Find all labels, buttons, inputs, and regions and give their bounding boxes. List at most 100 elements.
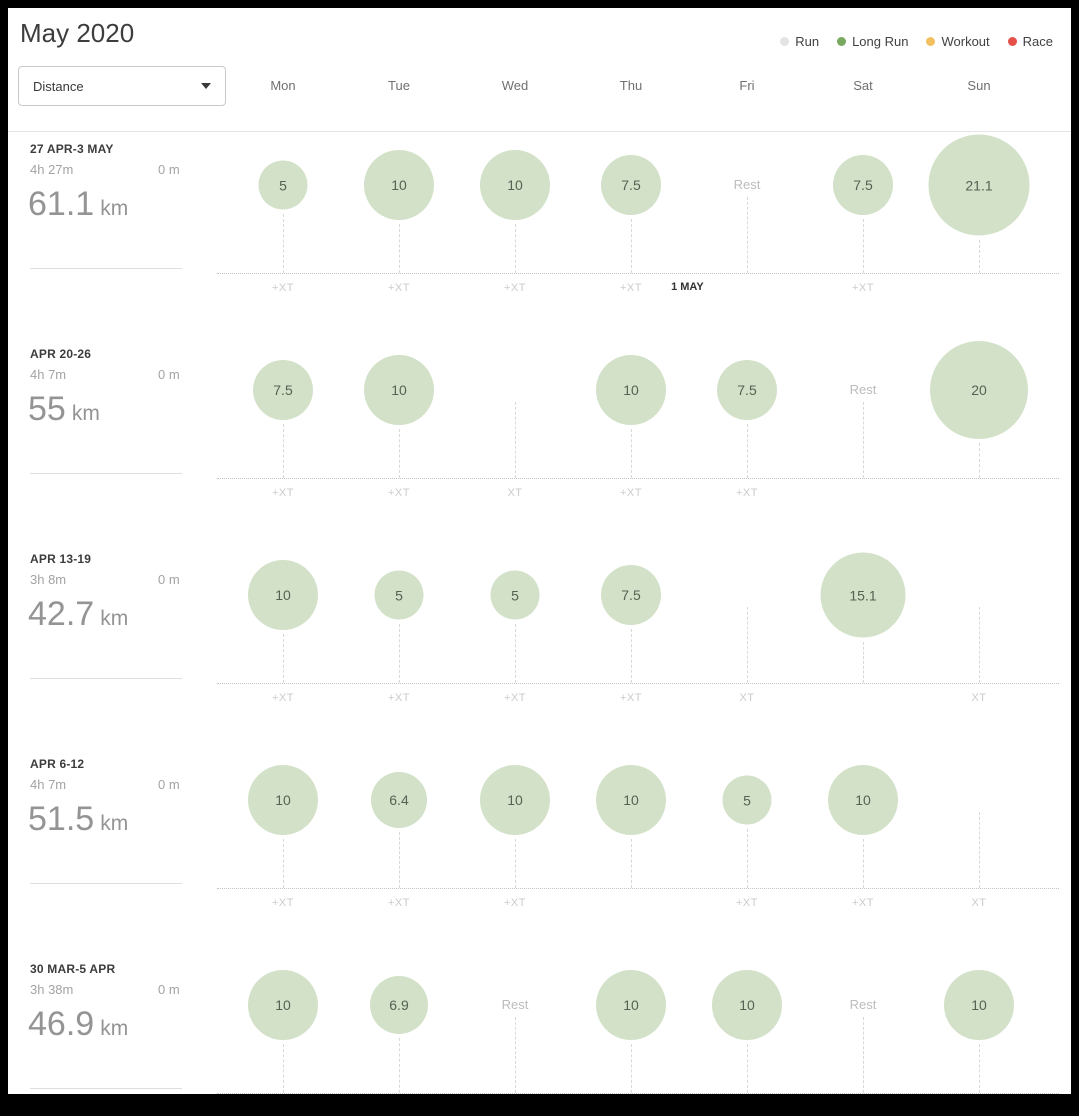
cross-training-label: +XT bbox=[272, 692, 294, 704]
activity-circle[interactable]: 10 bbox=[596, 355, 666, 425]
day-cell: 10 +XT bbox=[573, 338, 689, 543]
activity-circle[interactable]: 7.5 bbox=[253, 360, 313, 420]
day-drop-line bbox=[399, 429, 400, 478]
activity-distance: 10 bbox=[275, 792, 291, 808]
day-cell: Rest 1 MAY bbox=[671, 133, 805, 338]
activity-circle[interactable]: 15.1 bbox=[820, 552, 906, 638]
week-distance-unit: km bbox=[100, 197, 129, 220]
activity-circle[interactable]: 10 bbox=[828, 765, 898, 835]
day-drop-line bbox=[863, 641, 864, 683]
activity-distance: 10 bbox=[507, 177, 523, 193]
day-cell: 10 +XT bbox=[341, 338, 457, 543]
cross-training-label: +XT bbox=[504, 282, 526, 294]
day-drop-line bbox=[515, 1017, 516, 1093]
activity-circle[interactable]: 7.5 bbox=[833, 155, 893, 215]
week-distance-value: 55 bbox=[28, 390, 66, 428]
activity-distance: 10 bbox=[855, 792, 871, 808]
activity-circle[interactable]: 10 bbox=[248, 765, 318, 835]
day-drop-line bbox=[631, 839, 632, 888]
day-drop-line bbox=[747, 828, 748, 888]
legend: Run Long Run Workout Race bbox=[780, 34, 1053, 49]
week-duration: 4h 27m bbox=[30, 162, 74, 177]
day-cell: 10 bbox=[921, 953, 1037, 1094]
day-drop-line bbox=[283, 839, 284, 888]
cross-training-label: XT bbox=[739, 692, 755, 704]
legend-dot-icon bbox=[1007, 37, 1017, 46]
activity-circle[interactable]: 10 bbox=[364, 355, 434, 425]
activity-circle[interactable]: 6.9 bbox=[370, 976, 428, 1034]
activity-circle[interactable]: 5 bbox=[722, 775, 772, 825]
day-drop-line bbox=[747, 1044, 748, 1093]
activity-circle[interactable]: 7.5 bbox=[717, 360, 777, 420]
activity-circle[interactable]: 10 bbox=[480, 150, 550, 220]
day-drop-line bbox=[747, 197, 748, 273]
distance-filter-dropdown[interactable]: Distance bbox=[18, 66, 226, 106]
day-drop-line bbox=[515, 224, 516, 273]
legend-item-run: Run bbox=[780, 34, 819, 49]
day-drop-line bbox=[747, 607, 748, 683]
day-drop-line bbox=[863, 1017, 864, 1093]
activity-circle[interactable]: 10 bbox=[944, 970, 1014, 1040]
activity-circle[interactable]: 10 bbox=[596, 765, 666, 835]
day-cell: 5 +XT bbox=[457, 543, 573, 748]
week-elevation: 0 m bbox=[158, 367, 180, 382]
week-days-area: 10 +XT 6.4 +XT 10 +XT 10 5 +XT 10 +XT XT bbox=[217, 748, 1059, 953]
cross-training-label: XT bbox=[971, 692, 987, 704]
day-drop-line bbox=[631, 1044, 632, 1093]
day-cell: 15.1 bbox=[805, 543, 921, 748]
activity-distance: 6.9 bbox=[389, 997, 409, 1013]
week-baseline bbox=[217, 888, 1059, 889]
activity-circle[interactable]: 20 bbox=[930, 341, 1028, 439]
activity-circle[interactable]: 7.5 bbox=[601, 155, 661, 215]
activity-circle[interactable]: 10 bbox=[596, 970, 666, 1040]
week-summary-divider bbox=[30, 1088, 182, 1089]
activity-circle[interactable]: 21.1 bbox=[928, 134, 1030, 236]
cross-training-label: +XT bbox=[852, 897, 874, 909]
activity-circle[interactable]: 10 bbox=[248, 560, 318, 630]
activity-distance: 10 bbox=[391, 177, 407, 193]
activity-circle[interactable]: 10 bbox=[712, 970, 782, 1040]
day-header-thu: Thu bbox=[619, 78, 643, 93]
week-date-range: 27 APR-3 MAY bbox=[30, 142, 114, 156]
day-cell: 7.5 +XT bbox=[805, 133, 921, 338]
activity-circle[interactable]: 10 bbox=[480, 765, 550, 835]
day-drop-line bbox=[515, 623, 516, 683]
day-drop-line bbox=[979, 1044, 980, 1093]
week-summary: APR 13-19 3h 8m 0 m 42.7 km bbox=[18, 543, 223, 748]
day-drop-line bbox=[863, 839, 864, 888]
week-duration: 4h 7m bbox=[30, 777, 67, 792]
day-drop-line bbox=[979, 607, 980, 683]
cross-training-label: +XT bbox=[388, 282, 410, 294]
activity-circle[interactable]: 10 bbox=[364, 150, 434, 220]
activity-distance: 7.5 bbox=[621, 587, 641, 603]
activity-circle[interactable]: 10 bbox=[248, 970, 318, 1040]
cross-training-label: +XT bbox=[504, 897, 526, 909]
activity-circle[interactable]: 5 bbox=[374, 570, 424, 620]
activity-circle[interactable]: 6.4 bbox=[371, 772, 427, 828]
activity-distance: 6.4 bbox=[389, 792, 409, 808]
legend-dot-icon bbox=[780, 37, 790, 46]
activity-circle[interactable]: 7.5 bbox=[601, 565, 661, 625]
week-summary: 30 MAR-5 APR 3h 38m 0 m 46.9 km bbox=[18, 953, 223, 1094]
cross-training-label: +XT bbox=[620, 282, 642, 294]
day-cell: 7.5 +XT bbox=[225, 338, 341, 543]
day-cell: 20 bbox=[921, 338, 1037, 543]
day-cell: 7.5 +XT bbox=[689, 338, 805, 543]
day-cell: 10 +XT bbox=[457, 748, 573, 953]
activity-circle[interactable]: 5 bbox=[490, 570, 540, 620]
activity-circle[interactable]: 5 bbox=[258, 160, 308, 210]
week-row: APR 13-19 3h 8m 0 m 42.7 km 10 +XT 5 +XT 5 +XT 7.5 +… bbox=[8, 543, 1071, 748]
activity-distance: 5 bbox=[395, 587, 403, 603]
week-distance-unit: km bbox=[100, 607, 129, 630]
day-header-wed: Wed bbox=[501, 78, 529, 93]
week-distance: 46.9 km bbox=[28, 1005, 128, 1044]
legend-label: Race bbox=[1022, 34, 1053, 49]
day-drop-line bbox=[399, 1038, 400, 1093]
cross-training-label: +XT bbox=[272, 487, 294, 499]
day-cell: 5 +XT bbox=[341, 543, 457, 748]
page-title: May 2020 bbox=[20, 18, 135, 48]
distance-filter-value: Distance bbox=[33, 78, 84, 94]
day-cell: Rest bbox=[805, 953, 921, 1094]
rest-label: Rest bbox=[849, 382, 877, 397]
day-drop-line bbox=[515, 402, 516, 478]
